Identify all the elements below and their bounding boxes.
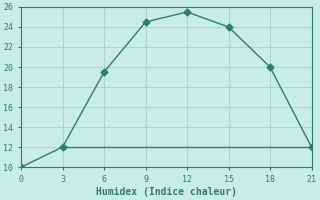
X-axis label: Humidex (Indice chaleur): Humidex (Indice chaleur) (96, 186, 237, 197)
